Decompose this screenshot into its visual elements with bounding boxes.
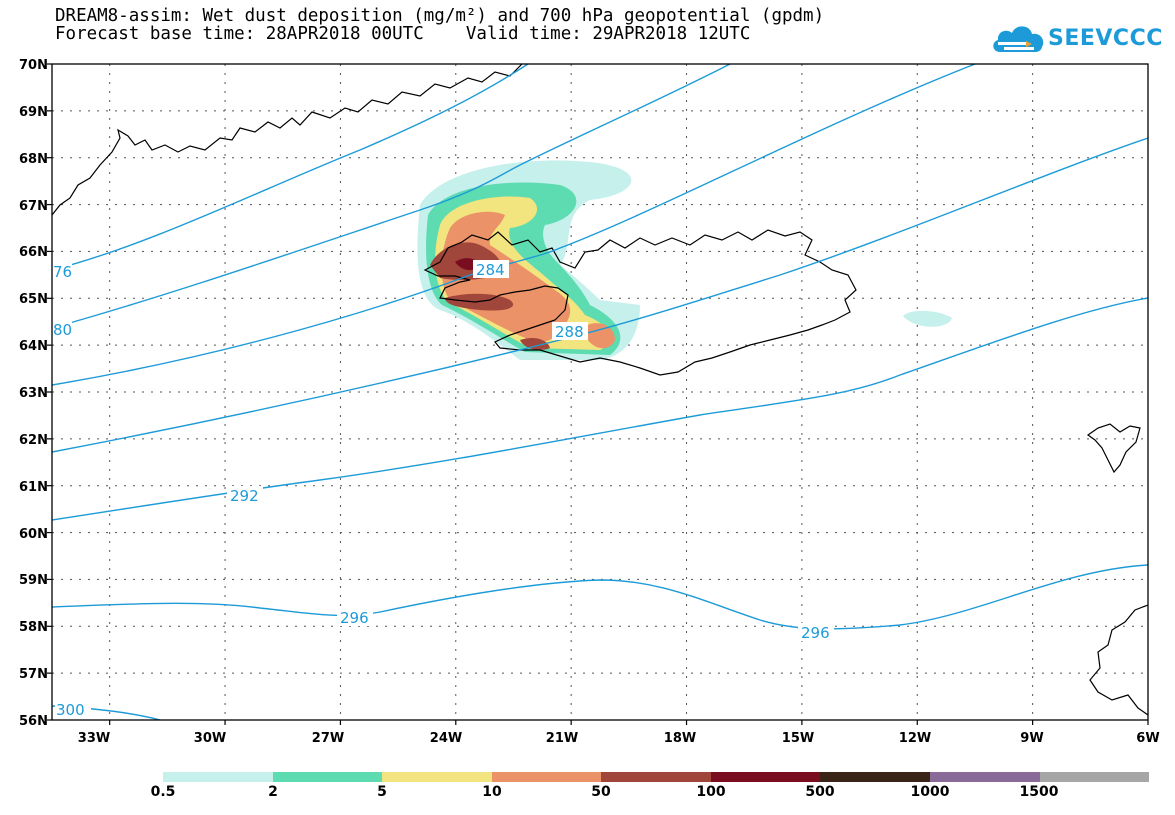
lat-label: 68N xyxy=(19,152,48,167)
graticule xyxy=(52,64,1148,720)
lat-label: 65N xyxy=(19,292,48,307)
contour-label-292: 292 xyxy=(230,487,259,505)
legend-swatch xyxy=(272,772,383,782)
lon-label: 9W xyxy=(1020,731,1043,746)
axis-ticks xyxy=(47,63,1149,725)
lon-label: 12W xyxy=(899,731,931,746)
longitude-labels: 33W 30W 27W 24W 21W 18W 15W 12W 9W 6W xyxy=(78,731,1160,746)
seevccc-logo: SEEVCCC xyxy=(990,20,1162,58)
contour-label-296-west: 296 xyxy=(340,609,369,627)
latitude-labels: 70N 69N 68N 67N 66N 65N 64N 63N 62N 61N … xyxy=(19,58,48,729)
iceland-coast xyxy=(423,229,857,376)
lat-label: 59N xyxy=(19,573,48,588)
contour-296 xyxy=(52,564,1148,630)
dust-level-10 xyxy=(441,211,615,349)
lat-label: 64N xyxy=(19,339,48,354)
lat-label: 70N xyxy=(19,58,48,73)
coastlines xyxy=(52,64,1148,716)
lat-label: 67N xyxy=(19,199,48,214)
lon-label: 33W xyxy=(78,731,110,746)
faroe-islands-coast xyxy=(1086,423,1141,474)
legend-swatch xyxy=(820,772,930,782)
legend-swatch xyxy=(929,772,1040,782)
legend-label: 100 xyxy=(696,784,726,800)
lon-label: 6W xyxy=(1136,731,1159,746)
scotland-coast xyxy=(1089,604,1148,716)
lat-label: 63N xyxy=(19,386,48,401)
lat-label: 61N xyxy=(19,480,48,495)
contour-280 xyxy=(52,64,731,329)
contour-label-284: 284 xyxy=(476,261,505,279)
map-subtitle-times: Forecast base time: 28APR2018 00UTC Vali… xyxy=(55,24,751,44)
contour-276 xyxy=(52,64,529,271)
legend-label: 1000 xyxy=(910,784,950,800)
lon-label: 15W xyxy=(782,731,814,746)
contour-label-76: 76 xyxy=(53,263,72,281)
legend-label: 5 xyxy=(377,784,387,800)
contour-label-288: 288 xyxy=(555,323,584,341)
lon-label: 18W xyxy=(664,731,696,746)
lat-label: 60N xyxy=(19,527,48,542)
lat-label: 56N xyxy=(19,714,48,729)
contour-284 xyxy=(52,64,976,386)
lat-label: 58N xyxy=(19,620,48,635)
map-title: DREAM8-assim: Wet dust deposition (mg/m²… xyxy=(55,6,825,26)
lat-label: 62N xyxy=(19,433,48,448)
geopotential-contours xyxy=(52,64,1148,720)
greenland-coast xyxy=(52,64,523,216)
lon-label: 30W xyxy=(194,731,226,746)
cloud-icon xyxy=(993,26,1044,52)
color-legend xyxy=(163,772,1150,782)
legend-label: 1500 xyxy=(1019,784,1059,800)
map-frame xyxy=(51,63,1149,721)
dust-level-50 xyxy=(430,242,550,350)
legend-swatch xyxy=(163,772,273,782)
legend-label: 2 xyxy=(268,784,278,800)
legend-swatch xyxy=(710,772,821,782)
lon-label: 21W xyxy=(546,731,578,746)
contour-labels: 76 80 284 288 292 296 296 300 xyxy=(50,260,834,719)
legend-swatch xyxy=(382,772,492,782)
dust-level-0.5-east xyxy=(903,310,952,327)
legend-swatch xyxy=(1039,772,1150,782)
contour-288 xyxy=(52,137,1148,453)
lat-label: 57N xyxy=(19,667,48,682)
lon-label: 27W xyxy=(312,731,344,746)
legend-label: 0.5 xyxy=(150,784,176,800)
lat-label: 66N xyxy=(19,245,48,260)
dust-deposition-field xyxy=(417,160,952,360)
contour-label-80: 80 xyxy=(53,321,72,339)
contour-label-296-east: 296 xyxy=(801,624,830,642)
legend-label: 10 xyxy=(482,784,502,800)
lat-label: 69N xyxy=(19,105,48,120)
logo-text: SEEVCCC xyxy=(1048,26,1163,51)
lon-label: 24W xyxy=(430,731,462,746)
contour-label-300: 300 xyxy=(56,701,85,719)
legend-swatch xyxy=(491,772,602,782)
legend-swatch xyxy=(601,772,711,782)
legend-label: 500 xyxy=(805,784,835,800)
legend-label: 50 xyxy=(591,784,611,800)
